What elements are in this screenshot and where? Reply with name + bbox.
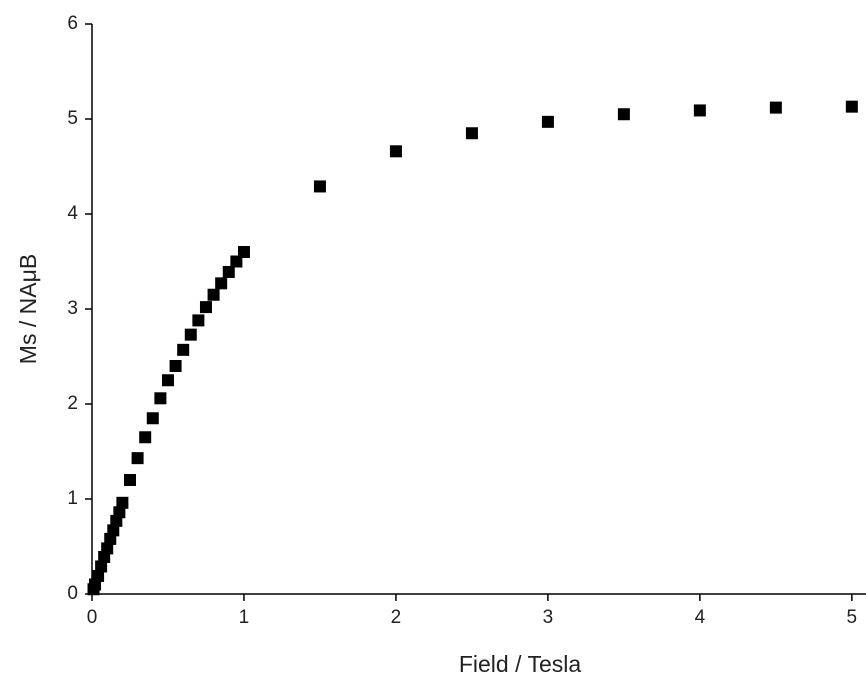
marker <box>465 127 478 140</box>
marker <box>769 101 782 114</box>
marker <box>192 314 205 327</box>
marker <box>177 343 190 356</box>
marker <box>92 569 105 582</box>
x-axis-label: Field / Tesla <box>459 651 582 677</box>
y-tick-label: 6 <box>67 13 78 34</box>
y-tick-label: 3 <box>67 298 78 319</box>
y-tick-label: 0 <box>67 583 78 604</box>
marker <box>95 560 108 573</box>
marker <box>113 506 126 519</box>
marker <box>101 542 114 555</box>
y-tick-label: 1 <box>67 488 78 509</box>
marker <box>237 246 250 258</box>
x-tick-label: 4 <box>695 607 706 628</box>
y-tick-label: 2 <box>67 393 78 414</box>
marker <box>184 328 197 341</box>
marker <box>139 431 152 444</box>
marker <box>693 104 706 117</box>
x-tick-label: 2 <box>391 607 402 628</box>
marker <box>222 265 235 278</box>
marker <box>107 524 120 537</box>
marker <box>389 145 402 158</box>
marker <box>199 301 212 314</box>
x-tick-label: 5 <box>847 607 858 628</box>
marker <box>146 412 159 425</box>
marker <box>230 255 243 268</box>
x-tick-label: 3 <box>543 607 554 628</box>
marker <box>169 360 182 372</box>
marker <box>131 452 144 465</box>
marker <box>116 496 129 509</box>
y-tick-label: 4 <box>67 203 78 224</box>
marker <box>541 115 554 128</box>
marker <box>845 100 858 113</box>
y-tick-label: 5 <box>67 108 78 129</box>
y-axis-label: Ms / NAμB <box>15 254 41 364</box>
marker <box>313 180 326 193</box>
x-tick-label: 1 <box>239 607 250 628</box>
marker <box>161 374 174 387</box>
x-tick-label: 0 <box>87 607 98 628</box>
marker <box>215 277 228 290</box>
marker <box>207 288 220 301</box>
marker <box>123 474 136 486</box>
marker <box>154 392 167 405</box>
marker <box>617 108 630 121</box>
